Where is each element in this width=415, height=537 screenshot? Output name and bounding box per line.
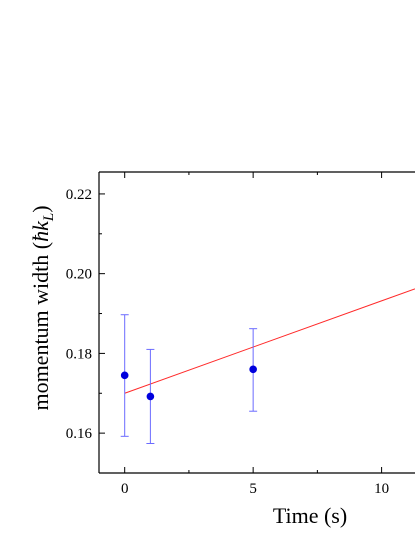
data-point	[146, 392, 155, 401]
y-tick-label: 0.16	[66, 426, 93, 442]
data-point	[249, 365, 257, 374]
y-tick-label: 0.20	[66, 267, 92, 283]
y-tick-label: 0.22	[66, 187, 92, 203]
y-axis-title-close: )	[28, 205, 53, 212]
fit-line	[124, 288, 415, 394]
errorbar-layer	[120, 314, 258, 444]
x-tick-label: 5	[249, 481, 257, 497]
y-axis-title-text: momentum width (	[28, 242, 53, 411]
tick-labels-layer: 0.16 0.18 0.20 0.22 0 5 10	[66, 187, 389, 497]
plot-frame	[98, 171, 415, 474]
data-point	[120, 371, 129, 380]
data-points-layer	[120, 365, 257, 401]
axis-ticks	[99, 172, 383, 473]
x-axis-title: Time (s)	[273, 503, 347, 528]
fit-line-layer	[124, 288, 415, 394]
y-axis-title: momentum width (ħkL)	[28, 205, 57, 410]
x-tick-label: 0	[121, 481, 129, 497]
y-tick-label: 0.18	[66, 346, 92, 362]
y-axis-title-symbol: ħk	[28, 220, 53, 242]
y-axis-title-subscript: L	[41, 213, 57, 222]
x-tick-label: 10	[374, 481, 389, 497]
